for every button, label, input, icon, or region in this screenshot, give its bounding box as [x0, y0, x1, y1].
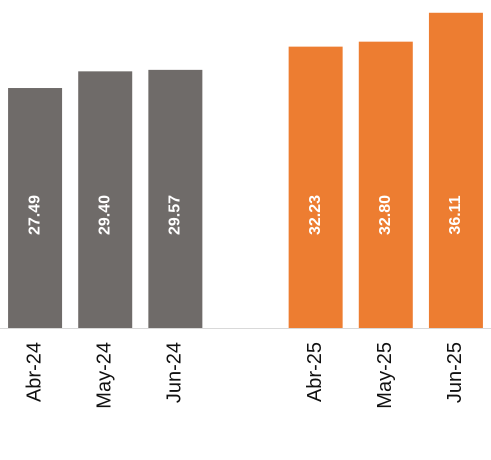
bar — [78, 71, 133, 328]
bar — [428, 12, 483, 328]
x-tick-label: Jun-24 — [164, 342, 186, 403]
data-label: 29.57 — [167, 195, 184, 235]
data-label: 27.49 — [26, 195, 43, 235]
x-tick-label: May-24 — [93, 342, 115, 409]
bar — [358, 41, 413, 329]
data-label: 32.23 — [307, 195, 324, 235]
x-tick-label: May-25 — [374, 342, 396, 409]
data-label: 29.40 — [96, 195, 113, 235]
bar — [148, 69, 203, 329]
bar — [288, 46, 343, 329]
bar — [8, 88, 63, 328]
data-label: 32.80 — [377, 195, 394, 235]
x-tick-label: Abr-24 — [23, 342, 45, 402]
data-label: 36.11 — [447, 195, 464, 234]
x-tick-label: Jun-25 — [444, 342, 466, 403]
x-tick-label: Abr-25 — [304, 342, 326, 402]
